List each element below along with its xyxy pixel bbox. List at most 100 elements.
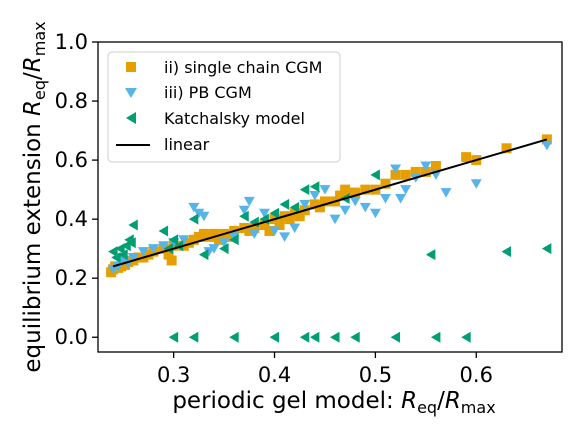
point-ii-single-chain-cgm bbox=[360, 184, 371, 195]
y-tick-label: 0.8 bbox=[55, 89, 88, 113]
point-iii-pb-cgm bbox=[379, 193, 391, 204]
x-axis-ticks: 0.3 0.4 0.5 0.6 bbox=[157, 352, 493, 387]
point-ii-single-chain-cgm bbox=[420, 166, 431, 177]
point-katchalsky-model bbox=[541, 243, 552, 255]
point-katchalsky-model bbox=[173, 240, 184, 252]
point-iii-pb-cgm bbox=[258, 208, 270, 219]
point-iii-pb-cgm bbox=[289, 223, 301, 233]
legend-label-single-chain: ii) single chain CGM bbox=[164, 58, 322, 77]
point-katchalsky-model bbox=[239, 210, 249, 222]
x-axis-label: periodic gel model: Req/Rmax bbox=[172, 388, 495, 417]
point-iii-pb-cgm bbox=[470, 179, 482, 189]
point-iii-pb-cgm bbox=[541, 140, 553, 151]
point-ii-single-chain-cgm bbox=[259, 220, 270, 231]
point-ii-single-chain-cgm bbox=[340, 184, 351, 195]
point-ii-single-chain-cgm bbox=[461, 152, 472, 163]
series-line-linear bbox=[112, 138, 548, 268]
point-ii-single-chain-cgm bbox=[319, 196, 330, 207]
point-iii-pb-cgm bbox=[243, 196, 255, 207]
point-ii-single-chain-cgm bbox=[294, 211, 305, 222]
legend: ii) single chain CGM iii) PB CGM Katchal… bbox=[107, 51, 341, 163]
point-katchalsky-model bbox=[430, 331, 441, 343]
point-ii-single-chain-cgm bbox=[335, 190, 346, 201]
point-katchalsky-model bbox=[229, 331, 239, 343]
x-tick-label: 0.4 bbox=[258, 363, 291, 387]
point-katchalsky-model bbox=[168, 331, 179, 343]
y-axis-ticks: 0.0 0.2 0.4 0.6 0.8 1.0 bbox=[55, 30, 98, 349]
point-ii-single-chain-cgm bbox=[209, 228, 219, 239]
point-ii-single-chain-cgm bbox=[264, 225, 275, 236]
point-katchalsky-model bbox=[330, 331, 340, 343]
plot-frame bbox=[97, 41, 563, 353]
point-iii-pb-cgm bbox=[349, 196, 361, 207]
point-iii-pb-cgm bbox=[248, 229, 260, 239]
point-ii-single-chain-cgm bbox=[284, 214, 295, 225]
point-iii-pb-cgm bbox=[400, 185, 412, 195]
legend-box bbox=[107, 51, 341, 163]
point-katchalsky-model bbox=[309, 331, 320, 343]
point-ii-single-chain-cgm bbox=[350, 187, 361, 198]
point-katchalsky-model bbox=[279, 198, 290, 210]
point-katchalsky-model bbox=[425, 249, 436, 261]
point-katchalsky-model bbox=[370, 169, 380, 181]
y-tick-label: 0.6 bbox=[55, 148, 88, 172]
point-ii-single-chain-cgm bbox=[183, 237, 194, 248]
point-ii-single-chain-cgm bbox=[198, 228, 209, 239]
data-marks bbox=[106, 134, 553, 343]
point-katchalsky-model bbox=[269, 207, 280, 219]
point-iii-pb-cgm bbox=[158, 241, 170, 251]
point-ii-single-chain-cgm bbox=[274, 220, 285, 231]
point-ii-single-chain-cgm bbox=[203, 231, 214, 242]
point-iii-pb-cgm bbox=[137, 247, 149, 257]
point-katchalsky-model bbox=[118, 249, 128, 261]
point-ii-single-chain-cgm bbox=[400, 169, 411, 180]
point-katchalsky-model bbox=[461, 331, 471, 343]
point-ii-single-chain-cgm bbox=[244, 225, 255, 236]
point-ii-single-chain-cgm bbox=[430, 161, 441, 171]
point-ii-single-chain-cgm bbox=[188, 234, 199, 245]
point-iii-pb-cgm bbox=[395, 193, 407, 204]
y-tick-label: 0.2 bbox=[55, 266, 88, 290]
point-ii-single-chain-cgm bbox=[380, 178, 391, 189]
point-ii-single-chain-cgm bbox=[224, 231, 235, 242]
point-katchalsky-model bbox=[501, 246, 512, 258]
point-iii-pb-cgm bbox=[238, 205, 250, 216]
point-ii-single-chain-cgm bbox=[143, 249, 154, 260]
point-katchalsky-model bbox=[309, 181, 320, 193]
point-katchalsky-model bbox=[299, 331, 310, 343]
point-iii-pb-cgm bbox=[208, 244, 220, 254]
point-iii-pb-cgm bbox=[359, 202, 371, 213]
point-iii-pb-cgm bbox=[198, 211, 210, 222]
point-iii-pb-cgm bbox=[369, 208, 381, 219]
point-iii-pb-cgm bbox=[440, 188, 452, 198]
point-katchalsky-model bbox=[128, 219, 138, 231]
point-ii-single-chain-cgm bbox=[214, 234, 225, 245]
point-ii-single-chain-cgm bbox=[133, 252, 144, 263]
point-katchalsky-model bbox=[219, 243, 229, 255]
legend-label-pb-cgm: iii) PB CGM bbox=[164, 83, 252, 102]
point-iii-pb-cgm bbox=[420, 161, 432, 171]
x-tick-label: 0.3 bbox=[157, 363, 190, 387]
point-iii-pb-cgm bbox=[299, 199, 311, 210]
legend-marker-single-chain bbox=[126, 62, 136, 72]
point-katchalsky-model bbox=[168, 234, 179, 246]
point-iii-pb-cgm bbox=[309, 191, 321, 201]
x-tick-label: 0.6 bbox=[460, 363, 493, 387]
y-axis-label: equilibrium extension Req/Rmax bbox=[20, 21, 49, 372]
point-katchalsky-model bbox=[188, 331, 199, 343]
point-ii-single-chain-cgm bbox=[163, 249, 174, 260]
point-iii-pb-cgm bbox=[188, 202, 200, 213]
point-katchalsky-model bbox=[188, 213, 199, 225]
point-katchalsky-model bbox=[163, 243, 174, 255]
point-katchalsky-model bbox=[390, 331, 401, 343]
x-tick-label: 0.5 bbox=[359, 363, 392, 387]
point-iii-pb-cgm bbox=[127, 253, 139, 263]
y-tick-label: 1.0 bbox=[55, 30, 88, 54]
point-ii-single-chain-cgm bbox=[390, 169, 401, 180]
point-iii-pb-cgm bbox=[339, 205, 351, 216]
point-katchalsky-model bbox=[111, 252, 121, 264]
point-katchalsky-model bbox=[350, 331, 360, 343]
point-katchalsky-model bbox=[198, 249, 209, 261]
point-katchalsky-model bbox=[229, 234, 239, 246]
